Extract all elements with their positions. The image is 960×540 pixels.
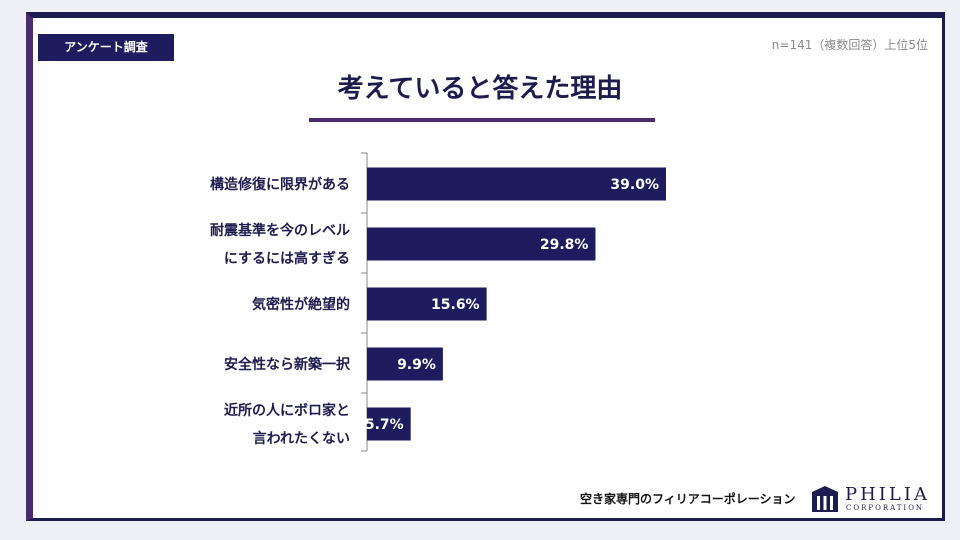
logo-sub: CORPORATION (846, 504, 925, 512)
category-label: 気密性が絶望的 (252, 296, 350, 313)
bar-value-label: 39.0% (610, 177, 659, 193)
title-underline (309, 118, 655, 122)
category-label: にするには高すぎる (224, 250, 350, 267)
category-label: 構造修復に限界がある (210, 176, 350, 193)
bar-value-label: 9.9% (397, 357, 436, 373)
category-label: 言われたくない (253, 430, 350, 447)
chart-title: 考えていると答えた理由 (337, 74, 623, 104)
logo-name: PHILIA (845, 484, 930, 505)
bar (367, 407, 411, 441)
building-logo-icon (812, 486, 838, 512)
bar (367, 287, 487, 321)
footer-company-text: 空き家専門のフィリアコーポレーション (580, 492, 796, 506)
bar (367, 347, 443, 381)
bar (367, 167, 666, 201)
survey-tag: アンケート調査 (38, 34, 174, 61)
slide-frame (26, 12, 945, 521)
category-label: 近所の人にボロ家と (224, 402, 350, 419)
category-label: 耐震基準を今のレベル (210, 222, 350, 239)
bar (367, 227, 596, 261)
category-label: 安全性なら新築一択 (224, 356, 351, 373)
sample-note: n=141（複数回答）上位5位 (771, 38, 928, 52)
bar-value-label: 15.6% (431, 297, 480, 313)
bar-value-label: 29.8% (540, 237, 589, 253)
bar-value-label: 5.7% (365, 417, 404, 433)
